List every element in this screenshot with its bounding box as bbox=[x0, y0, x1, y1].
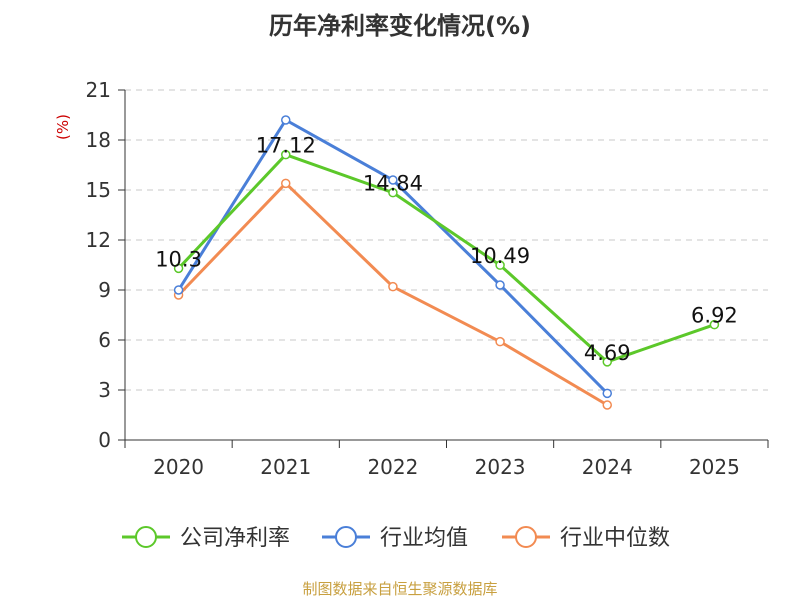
y-axis-unit-label: (%) bbox=[54, 114, 72, 140]
grid-lines bbox=[125, 89, 768, 391]
x-tick-label: 2022 bbox=[367, 455, 418, 479]
data-point bbox=[281, 115, 291, 125]
x-tick-label: 2023 bbox=[475, 455, 526, 479]
legend-label: 行业均值 bbox=[380, 526, 468, 551]
x-tick-label: 2020 bbox=[153, 455, 204, 479]
data-label: 10.3 bbox=[155, 247, 202, 271]
y-tick-label: 3 bbox=[98, 378, 111, 402]
y-tick-label: 18 bbox=[86, 128, 111, 152]
data-label: 14.84 bbox=[363, 172, 423, 196]
data-point bbox=[281, 178, 291, 189]
data-point bbox=[388, 187, 398, 198]
series-lines bbox=[173, 115, 720, 410]
legend-item-3[interactable]: 行业中位数 bbox=[502, 526, 670, 551]
x-tick-label: 2021 bbox=[260, 455, 311, 479]
chart-title: 历年净利率变化情况(%) bbox=[269, 12, 531, 40]
series-line-2 bbox=[177, 118, 609, 395]
y-tick-label: 9 bbox=[98, 278, 111, 302]
data-point bbox=[281, 149, 291, 160]
axes: 0 3 6 9 12 15 18 21 2020 2021 2022 2023 2024 2025 bbox=[86, 78, 769, 479]
legend-item-2[interactable]: 行业均值 bbox=[322, 526, 468, 551]
x-tick-label: 2024 bbox=[582, 455, 633, 479]
series-line-1 bbox=[177, 153, 715, 364]
legend-label: 公司净利率 bbox=[180, 526, 290, 551]
data-labels: 10.3 17.12 14.84 10.49 4.69 6.92 bbox=[155, 134, 738, 365]
data-point bbox=[709, 319, 720, 330]
data-point bbox=[173, 263, 184, 274]
data-point bbox=[388, 281, 398, 292]
y-tick-label: 6 bbox=[98, 328, 111, 352]
data-point bbox=[495, 260, 505, 270]
data-label: 4.69 bbox=[584, 341, 631, 365]
source-note: 制图数据来自恒生聚源数据库 bbox=[302, 580, 497, 598]
data-point bbox=[495, 280, 505, 290]
y-tick-label: 12 bbox=[86, 228, 111, 252]
series-line-3 bbox=[177, 181, 609, 407]
y-tick-label: 15 bbox=[86, 178, 111, 202]
data-point bbox=[495, 336, 505, 347]
data-label: 6.92 bbox=[691, 304, 738, 328]
data-label: 17.12 bbox=[256, 134, 316, 158]
legend-item-1[interactable]: 公司净利率 bbox=[122, 526, 290, 551]
legend-label: 行业中位数 bbox=[560, 526, 670, 551]
data-point bbox=[602, 388, 612, 399]
x-tick-label: 2025 bbox=[689, 455, 740, 479]
data-point bbox=[602, 400, 612, 410]
legend-swatch-marker bbox=[515, 526, 537, 548]
y-tick-label: 21 bbox=[86, 78, 111, 102]
y-tick-label: 0 bbox=[98, 428, 111, 452]
data-point bbox=[602, 357, 612, 367]
data-label: 10.49 bbox=[470, 244, 530, 268]
data-point bbox=[388, 175, 398, 185]
data-point bbox=[173, 285, 184, 295]
legend-swatch-marker bbox=[135, 526, 157, 548]
legend-swatch-marker bbox=[335, 526, 357, 548]
legend: 公司净利率 行业均值 行业中位数 bbox=[122, 526, 670, 551]
